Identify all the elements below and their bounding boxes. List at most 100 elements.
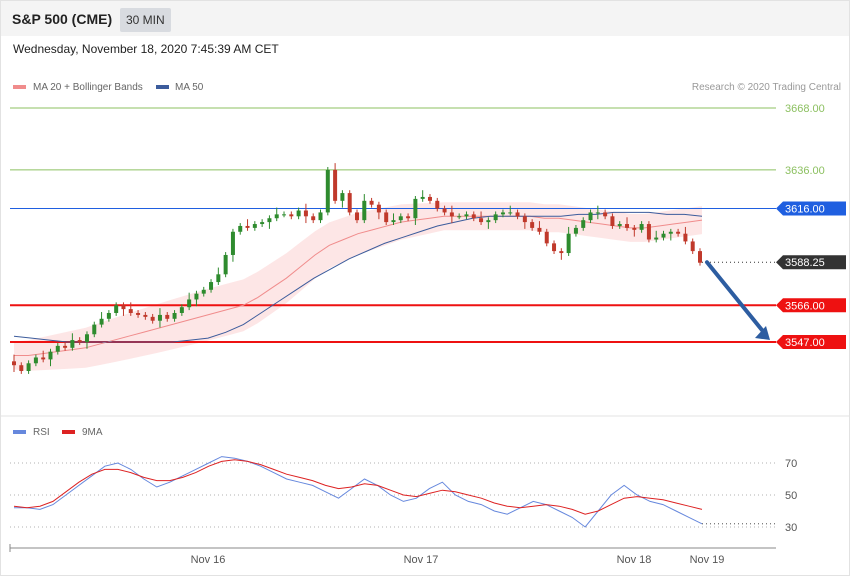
candle-body: [552, 243, 557, 252]
candle-body: [464, 214, 469, 217]
candle-body: [639, 224, 644, 230]
candle-body: [245, 225, 250, 228]
candle-body: [435, 200, 440, 209]
candle-body: [442, 208, 447, 213]
candle-body: [238, 225, 243, 232]
candle-body: [223, 254, 228, 275]
candle-body: [12, 361, 16, 366]
candle-body: [143, 314, 148, 317]
candle-body: [661, 233, 666, 238]
candle-body: [668, 231, 673, 234]
candle-body: [347, 193, 352, 213]
level-label: 3668.00: [785, 103, 825, 115]
candle-body: [55, 345, 60, 352]
candle-body: [493, 214, 498, 221]
candle-body: [625, 224, 630, 228]
candle-body: [77, 340, 82, 342]
ma50-line: [13, 211, 703, 343]
rsi-ma-legend-label: 9MA: [82, 427, 103, 438]
projection-arrow-head: [755, 326, 770, 340]
level-tag: [776, 201, 846, 216]
level-label: 3616.00: [785, 204, 825, 216]
ma50-legend-label: MA 50: [175, 82, 204, 93]
level-tag: [776, 335, 846, 349]
candle-body: [471, 214, 476, 219]
candlesticks: [12, 163, 702, 374]
candle-body: [588, 212, 593, 221]
candle-body: [398, 216, 403, 221]
candle-body: [406, 216, 411, 219]
ma50-legend-swatch: [156, 85, 169, 89]
timeframe-button[interactable]: 30 MIN: [120, 8, 171, 32]
candle-body: [63, 345, 68, 348]
chart-datetime: Wednesday, November 18, 2020 7:45:39 AM …: [13, 42, 279, 56]
candle-body: [252, 224, 257, 228]
candle-body: [537, 227, 542, 232]
candle-body: [172, 312, 177, 319]
candle-body: [209, 282, 214, 290]
level-label: 3588.25: [785, 257, 825, 269]
candle-body: [420, 196, 425, 199]
candle-body: [84, 334, 89, 342]
candle-body: [311, 216, 316, 221]
candle-body: [121, 305, 126, 310]
candle-body: [289, 214, 294, 217]
candle-body: [340, 193, 345, 201]
x-axis: Nov 16 Nov 17 Nov 18 Nov 19: [9, 544, 776, 566]
candle-body: [690, 241, 695, 252]
candle-body: [515, 212, 520, 217]
chart-header: S&P 500 (CME) 30 MIN: [1, 1, 849, 36]
candle-body: [479, 218, 484, 223]
candle-body: [128, 309, 133, 313]
candle-body: [369, 200, 374, 205]
candle-body: [303, 210, 308, 217]
rsi-legend-swatch: [13, 430, 26, 434]
candle-body: [106, 312, 111, 319]
candle-body: [500, 212, 505, 215]
candle-body: [413, 198, 418, 219]
candle-body: [333, 169, 338, 201]
projection-arrow: [705, 260, 770, 340]
candle-body: [566, 233, 571, 254]
rsi-tick-label: 70: [785, 458, 797, 470]
ma20-legend-label: MA 20 + Bollinger Bands: [33, 82, 143, 93]
research-credit: Research © 2020 Trading Central: [692, 82, 841, 93]
x-tick-label: Nov 17: [404, 554, 439, 566]
candle-body: [260, 222, 265, 225]
candle-body: [48, 351, 53, 360]
candle-body: [157, 314, 162, 321]
candle-body: [457, 216, 462, 218]
level-tag: [776, 255, 846, 270]
candle-body: [33, 357, 38, 364]
projection-arrow-shaft: [705, 260, 768, 337]
level-labels: 3668.00 3636.00 3616.00 3588.25 3566.00 3547.…: [776, 103, 846, 349]
candle-body: [391, 220, 396, 223]
x-tick-label: Nov 16: [191, 554, 226, 566]
candle-body: [449, 212, 454, 217]
candle-body: [187, 299, 192, 308]
candle-body: [318, 212, 323, 221]
level-label: 3636.00: [785, 165, 825, 177]
candle-body: [362, 200, 367, 221]
candle-body: [676, 231, 681, 234]
rsi-legend-label: RSI: [33, 427, 50, 438]
candle-body: [136, 312, 141, 315]
moving-averages: [13, 211, 703, 357]
candle-body: [683, 233, 688, 242]
candle-body: [41, 357, 46, 360]
candle-body: [92, 324, 97, 335]
candle-body: [194, 293, 199, 300]
candle-body: [274, 214, 279, 219]
bollinger-band: [14, 202, 702, 371]
candle-body: [617, 224, 622, 226]
ma20-line: [14, 215, 703, 357]
candle-body: [99, 318, 104, 325]
level-label: 3547.00: [785, 337, 825, 349]
candle-body: [325, 169, 330, 213]
candle-body: [610, 216, 615, 226]
rsi-tick-label: 50: [785, 490, 797, 502]
candle-body: [427, 196, 432, 201]
candle-body: [216, 274, 221, 283]
